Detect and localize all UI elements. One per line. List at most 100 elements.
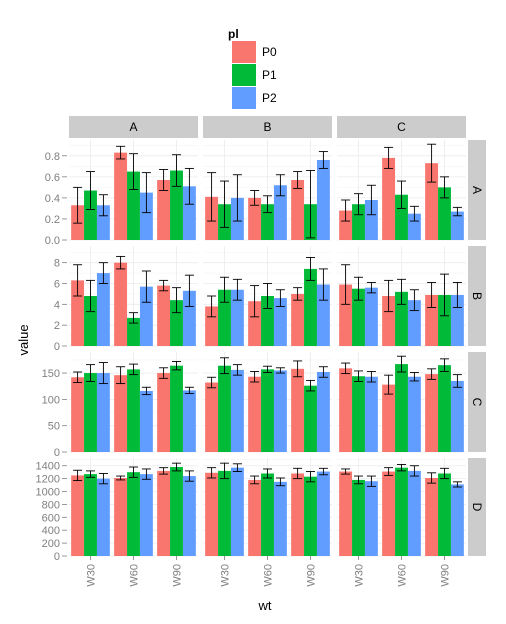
- bar-b-a-w30-p1: [84, 296, 97, 346]
- bar-a-a-w30-p2: [96, 205, 110, 240]
- bar-c-c-w30-p0: [339, 368, 353, 452]
- y-tick-label: 1000: [36, 487, 60, 499]
- bar-a-b-w60-p1: [261, 204, 274, 240]
- bar-a-c-w30-p2: [364, 200, 378, 240]
- bar-b-c-w90-p1: [438, 294, 451, 346]
- legend-key-p2: [232, 87, 256, 109]
- bar-d-a-w30-p2: [96, 478, 110, 556]
- bar-c-a-w60-p0: [114, 375, 128, 452]
- row-strip-c: [468, 352, 486, 452]
- bar-b-b-w90-p0: [291, 293, 305, 346]
- y-tick-label: 0: [54, 447, 60, 459]
- bar-c-c-w60-p1: [395, 364, 408, 452]
- bar-b-b-w30-p2: [230, 289, 244, 346]
- y-tick-label: 0: [54, 341, 60, 353]
- row-strip-label-b: B: [470, 292, 484, 300]
- bar-d-c-w30-p2: [364, 481, 378, 556]
- bar-a-a-w60-p2: [139, 192, 153, 240]
- x-tick-label: W60: [397, 564, 409, 587]
- bar-d-a-w90-p1: [170, 467, 183, 556]
- bar-b-a-w60-p0: [114, 262, 128, 346]
- bar-d-a-w60-p1: [127, 472, 140, 556]
- y-tick-label: 6: [54, 279, 60, 291]
- column-strip-b: [203, 116, 332, 138]
- row-strip-label-a: A: [470, 186, 484, 194]
- bar-d-a-w60-p2: [139, 474, 153, 556]
- column-strip-label-a: A: [129, 120, 137, 134]
- bar-d-c-w90-p0: [425, 477, 439, 556]
- bar-c-c-w30-p1: [352, 376, 365, 452]
- bar-c-c-w30-p2: [364, 376, 378, 452]
- bar-c-a-w90-p2: [182, 390, 196, 452]
- bar-a-c-w60-p2: [407, 213, 421, 240]
- bar-d-a-w30-p0: [71, 475, 85, 556]
- bar-d-a-w90-p0: [157, 470, 171, 556]
- bar-d-b-w90-p2: [316, 471, 330, 556]
- bar-d-c-w60-p0: [382, 471, 396, 556]
- y-tick-label: 0.2: [45, 214, 60, 226]
- legend-label-p0: P0: [262, 45, 277, 59]
- bar-a-a-w30-p1: [84, 190, 97, 240]
- x-axis-label: wt: [258, 598, 272, 613]
- y-tick-label: 1200: [36, 474, 60, 486]
- bar-a-a-w60-p1: [127, 171, 140, 240]
- y-tick-label: 4: [54, 299, 60, 311]
- bar-d-b-w30-p2: [230, 467, 244, 556]
- column-strip-label-c: C: [397, 120, 406, 134]
- y-axis-label: value: [16, 324, 31, 355]
- x-tick-label: W30: [220, 564, 232, 587]
- bar-d-c-w60-p2: [407, 470, 421, 556]
- bar-c-b-w60-p1: [261, 369, 274, 452]
- bar-a-b-w90-p2: [316, 160, 330, 240]
- bar-a-c-w60-p1: [395, 194, 408, 240]
- bar-c-c-w90-p0: [425, 374, 439, 452]
- bar-c-c-w60-p2: [407, 376, 421, 452]
- bar-c-a-w90-p0: [157, 373, 171, 452]
- y-tick-label: 8: [54, 258, 60, 270]
- bar-a-a-w90-p1: [170, 170, 183, 240]
- row-strip-b: [468, 246, 486, 346]
- bar-c-b-w90-p0: [291, 368, 305, 452]
- bar-b-b-w60-p0: [248, 301, 262, 346]
- bar-b-a-w90-p0: [157, 285, 171, 346]
- bar-b-b-w60-p2: [273, 298, 287, 346]
- bar-d-b-w90-p1: [304, 476, 317, 556]
- panels: A B CA0.00.20.40.60.8B02468C050100150D0200…: [36, 116, 486, 587]
- row-strip-label-d: D: [470, 503, 484, 512]
- y-tick-label: 800: [42, 499, 60, 511]
- y-tick-label: 2: [54, 320, 60, 332]
- column-strip-a: [69, 116, 198, 138]
- bar-c-c-w90-p2: [450, 380, 464, 452]
- bar-c-c-w60-p0: [382, 384, 396, 452]
- bar-b-c-w30-p2: [364, 287, 378, 346]
- bar-d-b-w60-p0: [248, 479, 262, 556]
- bar-a-a-w60-p0: [114, 152, 128, 240]
- bar-b-b-w90-p1: [304, 268, 317, 346]
- y-tick-label: 1400: [36, 461, 60, 473]
- x-tick-label: W30: [86, 564, 98, 587]
- legend-label-p1: P1: [262, 68, 277, 82]
- bar-a-b-w60-p0: [248, 197, 262, 240]
- y-tick-label: 400: [42, 525, 60, 537]
- bar-a-c-w30-p1: [352, 204, 365, 240]
- bar-c-a-w30-p1: [84, 373, 97, 452]
- legend-label-p2: P2: [262, 91, 277, 105]
- bar-c-b-w30-p1: [218, 365, 231, 452]
- bar-b-a-w90-p2: [182, 290, 196, 346]
- bar-c-b-w30-p2: [230, 369, 244, 452]
- row-strip-d: [468, 458, 486, 556]
- y-tick-label: 100: [42, 394, 60, 406]
- legend-key-p0: [232, 41, 256, 63]
- column-strip-label-b: B: [263, 120, 271, 134]
- bar-d-a-w30-p1: [84, 474, 97, 556]
- bar-a-c-w90-p2: [450, 211, 464, 240]
- bar-b-c-w60-p1: [395, 291, 408, 346]
- bar-c-a-w90-p1: [170, 365, 183, 452]
- bar-b-c-w30-p1: [352, 288, 365, 346]
- y-tick-label: 0.4: [45, 193, 60, 205]
- x-tick-label: W60: [129, 564, 141, 587]
- y-tick-label: 0.8: [45, 151, 60, 163]
- row-strip-label-c: C: [470, 398, 484, 407]
- bar-c-b-w90-p1: [304, 385, 317, 452]
